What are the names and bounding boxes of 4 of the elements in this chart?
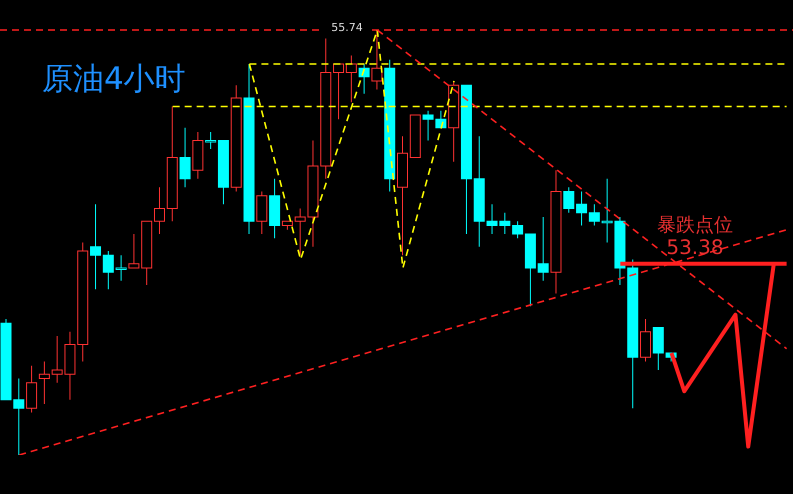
annotation: 53.38 xyxy=(665,235,725,259)
annotation: 暴跌点位 xyxy=(656,214,734,236)
annotation: 55.74 xyxy=(322,21,372,34)
text: 原油4小时 xyxy=(42,60,186,98)
